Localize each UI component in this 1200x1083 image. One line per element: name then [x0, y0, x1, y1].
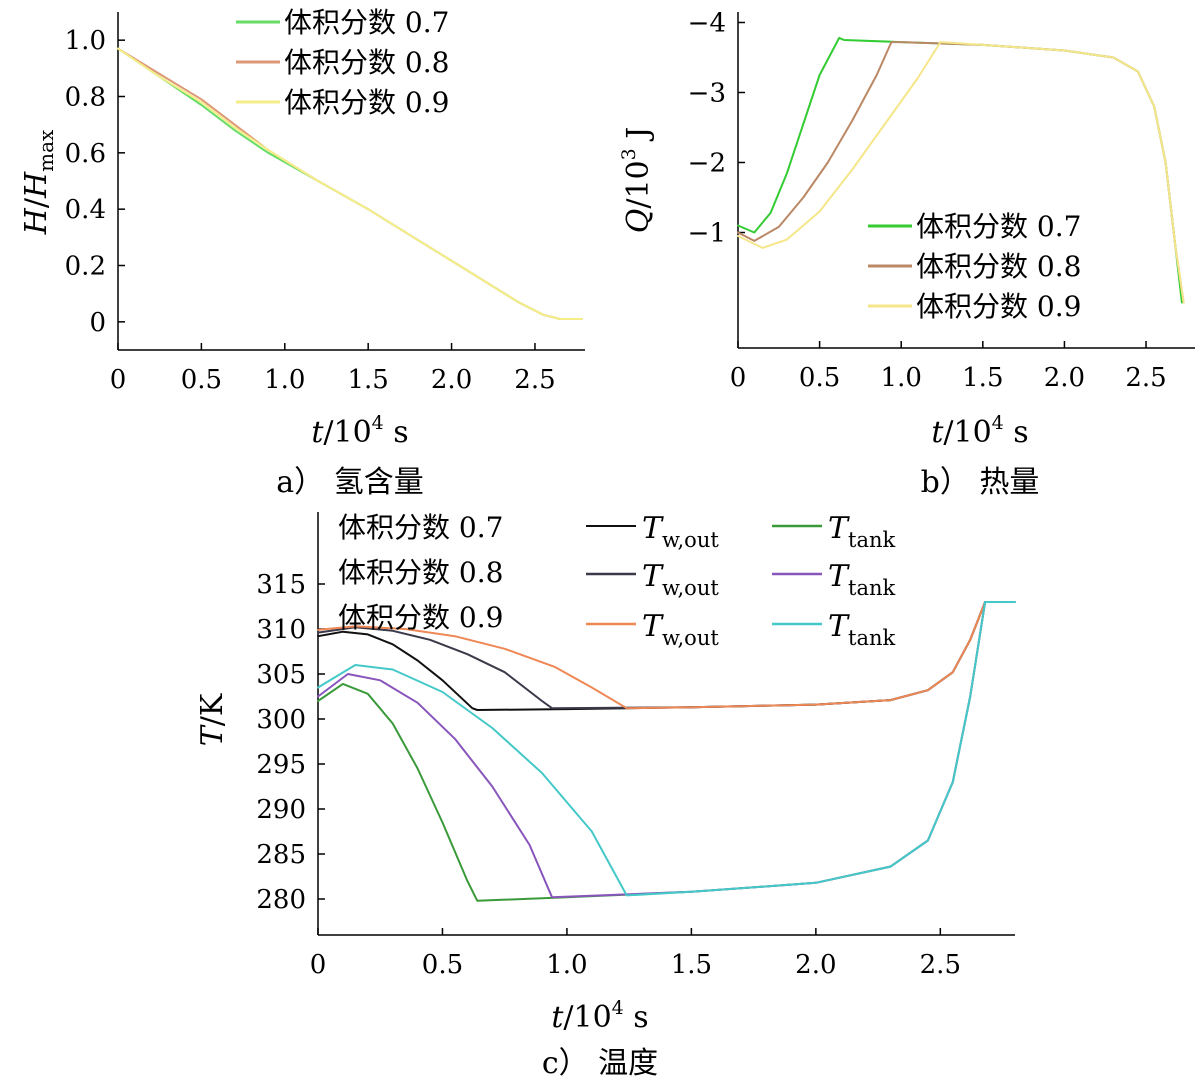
panel-b-legend-label-2: 体积分数 0.9: [916, 290, 1081, 323]
panel-a-x-tick-label: 0: [110, 365, 127, 395]
panel-c-x-label: t/104 s: [551, 997, 648, 1035]
panel-b-series-2: [737, 41, 1185, 304]
panel-c-legend-ttank-1: Ttank: [828, 559, 895, 600]
panel-a-caption: a） 氢含量: [276, 465, 423, 500]
panel-b-y-tick-label: −4: [688, 9, 726, 39]
panel-a-x-tick-label: 2.0: [431, 365, 472, 395]
panel-c-legend-vf-0: 体积分数 0.7: [338, 511, 503, 544]
panel-c-x-tick-label: 0: [310, 950, 327, 980]
panel-a-x-tick-label: 2.5: [514, 365, 555, 395]
panel-c-series-5: [317, 601, 1016, 897]
panel-a-y-tick-label: 0.2: [65, 252, 106, 282]
panel-a-legend-label-0: 体积分数 0.7: [284, 6, 449, 39]
panel-a-legend-label-1: 体积分数 0.8: [284, 46, 449, 79]
panel-b-x-tick-label: 0: [730, 363, 747, 393]
panel-b-x-tick-label: 2.5: [1125, 363, 1166, 393]
panel-a-y-tick-label: 0: [89, 308, 106, 338]
panel-a-y-tick-label: 0.8: [65, 83, 106, 113]
panel-c-legend-vf-2: 体积分数 0.9: [338, 601, 503, 634]
panel-a-legend-label-2: 体积分数 0.9: [284, 86, 449, 119]
panel-c-x-tick-label: 2.0: [795, 950, 836, 980]
panel-b-y-tick-label: −3: [688, 79, 726, 109]
panel-b-x-tick-label: 0.5: [799, 363, 840, 393]
panel-c-y-tick-label: 305: [256, 660, 306, 690]
panel-c-x-tick-label: 1.0: [546, 950, 587, 980]
panel-b-legend-label-0: 体积分数 0.7: [916, 210, 1081, 243]
panel-a-series-2: [117, 47, 583, 320]
panel-a-legend: 体积分数 0.7 体积分数 0.8 体积分数 0.9: [236, 6, 449, 119]
panel-c-y-tick-label: 290: [256, 795, 306, 825]
panel-c-legend-ttank-0: Ttank: [828, 511, 895, 552]
panel-c-temperature: 0 0.5 1.0 1.5 2.0 2.5 280 285 290 295 300 305 310 315…: [195, 511, 1016, 1081]
panel-c-x-tick-label: 2.5: [920, 950, 961, 980]
panel-b-y-tick-label: −1: [688, 219, 726, 249]
panel-a-x-tick-label: 1.5: [347, 365, 388, 395]
panel-c-x-tick-label: 1.5: [671, 950, 712, 980]
panel-c-caption: c） 温度: [542, 1046, 658, 1081]
panel-a-y-label: H/Hmax: [19, 129, 58, 235]
panel-b-y-label: Q/103 J: [618, 127, 656, 234]
panel-c-legend-vf-1: 体积分数 0.8: [338, 556, 503, 589]
panel-a-y-tick-label: 0.6: [65, 139, 106, 169]
panel-c-legend-ttank-2: Ttank: [828, 609, 895, 650]
panel-c-y-tick-label: 285: [256, 840, 306, 870]
panel-c-y-label: T/K: [195, 693, 230, 746]
panel-b-heat: 0 0.5 1.0 1.5 2.0 2.5 −1 −2 −3 −4 Q/103 J t/104 s…: [618, 9, 1195, 500]
panel-a-x-tick-label: 0.5: [181, 365, 222, 395]
panel-c-y-tick-label: 310: [256, 615, 306, 645]
panel-c-y-tick-label: 315: [256, 570, 306, 600]
panel-b-x-tick-label: 1.5: [962, 363, 1003, 393]
panel-c-y-tick-label: 280: [256, 885, 306, 915]
panel-a-x-label: t/104 s: [311, 412, 408, 450]
panel-c-series-2: [317, 601, 1016, 710]
panel-b-legend-label-1: 体积分数 0.8: [916, 250, 1081, 283]
panel-a-x-tick-label: 1.0: [264, 365, 305, 395]
panel-b-x-tick-label: 1.0: [881, 363, 922, 393]
panel-b-x-tick-label: 2.0: [1044, 363, 1085, 393]
panel-b-caption: b） 热量: [921, 465, 1040, 500]
panel-c-x-tick-label: 0.5: [422, 950, 463, 980]
panel-a-y-tick-label: 1.0: [65, 26, 106, 56]
panel-c-legend-tw-1: Tw,out: [642, 559, 719, 600]
panel-b-x-label: t/104 s: [931, 412, 1028, 450]
panel-c-y-tick-label: 300: [256, 705, 306, 735]
panel-a-y-tick-label: 0.4: [65, 195, 106, 225]
panel-c-legend: 体积分数 0.7 体积分数 0.8 体积分数 0.9 Tw,out Tw,out…: [338, 511, 895, 650]
panel-c-y-tick-label: 295: [256, 750, 306, 780]
panel-a-hydrogen-content: 0 0.5 1.0 1.5 2.0 2.500.20.40.60.81.0 H/Hmax …: [19, 6, 585, 500]
panel-c-legend-tw-2: Tw,out: [642, 609, 719, 650]
panel-b-legend: 体积分数 0.7 体积分数 0.8 体积分数 0.9: [868, 210, 1081, 323]
panel-b-y-tick-label: −2: [688, 149, 726, 179]
panel-c-legend-tw-0: Tw,out: [642, 511, 719, 552]
